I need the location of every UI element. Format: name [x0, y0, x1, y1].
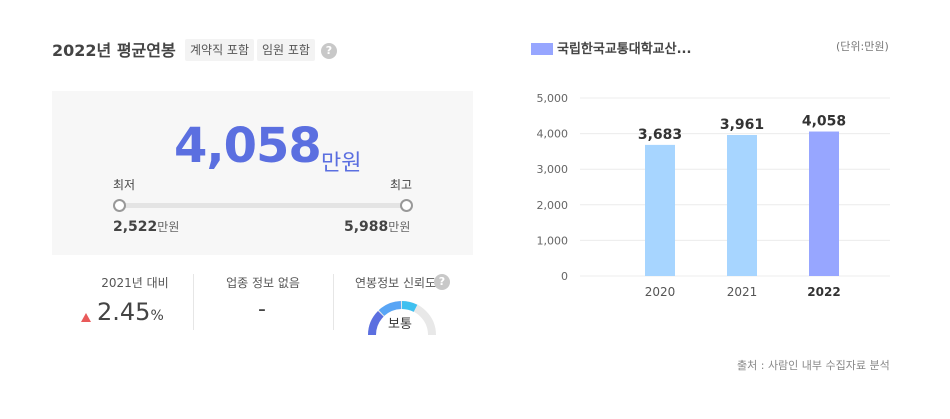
- chart-unit: (단위:만원): [836, 40, 889, 53]
- max-salary: 5,988만원: [344, 216, 410, 235]
- salary-range-track: [118, 203, 406, 208]
- reliability-label: 연봉정보 신뢰도: [355, 276, 437, 290]
- increase-icon: [81, 313, 91, 322]
- x-tick-label: 2022: [807, 285, 840, 299]
- reliability-value: 보통: [388, 317, 412, 332]
- industry-label: 업종 정보 없음: [226, 276, 300, 290]
- data-source: 출처 : 사람인 내부 수집자료 분석: [737, 359, 890, 372]
- average-salary-unit: 만원: [321, 151, 362, 176]
- chip-executive: 임원 포함: [257, 39, 315, 61]
- bar-value-label: 4,058: [802, 114, 846, 130]
- legend-company-name: 국립한국교통대학교산...: [557, 42, 692, 57]
- y-tick-label: 1,000: [537, 234, 569, 247]
- average-salary-card: [52, 91, 473, 255]
- bar: [727, 134, 757, 276]
- help-icon[interactable]: ?: [321, 43, 337, 59]
- max-knob: [400, 199, 413, 212]
- max-label: 최고: [390, 178, 413, 192]
- industry-value: -: [258, 297, 266, 322]
- chip-contract: 계약직 포함: [185, 39, 255, 61]
- x-tick-label: 2020: [645, 285, 676, 299]
- reliability-gauge: [368, 301, 436, 336]
- max-salary-unit: 만원: [388, 220, 411, 234]
- gauge-segment-low: [368, 310, 384, 336]
- y-tick-label: 4,000: [537, 128, 569, 141]
- min-knob: [113, 199, 126, 212]
- yoy-value: 2.45: [97, 298, 151, 326]
- yoy-label: 2021년 대비: [101, 276, 169, 290]
- y-tick-label: 3,000: [537, 163, 569, 176]
- bar-value-label: 3,683: [638, 127, 682, 143]
- y-tick-label: 5,000: [537, 92, 569, 105]
- y-tick-label: 2,000: [537, 199, 569, 212]
- min-salary-value: 2,522: [113, 219, 158, 235]
- max-salary-value: 5,988: [344, 219, 389, 235]
- bar: [809, 131, 839, 276]
- legend-swatch: [531, 43, 553, 55]
- average-salary-value: 4,058: [174, 118, 322, 174]
- yoy-unit: %: [150, 308, 164, 324]
- min-salary-unit: 만원: [157, 220, 180, 234]
- stat-divider: [193, 274, 194, 330]
- bar: [645, 144, 675, 276]
- bar-value-label: 3,961: [720, 117, 764, 133]
- yoy-change: 2.45%: [97, 298, 164, 326]
- min-salary: 2,522만원: [113, 216, 179, 235]
- min-label: 최저: [113, 178, 136, 192]
- stat-divider: [333, 274, 334, 330]
- gauge-segment-high: [401, 301, 418, 312]
- x-tick-label: 2021: [727, 285, 758, 299]
- salary-bar-chart: 0 1,000 2,000 3,000 4,000 5,000 3,683 2020 3,961…: [537, 92, 890, 299]
- page-title: 2022년 평균연봉: [52, 41, 176, 60]
- y-tick-label: 0: [561, 270, 568, 283]
- gauge-segment-mid: [378, 301, 402, 317]
- reliability-help-icon[interactable]: ?: [434, 274, 450, 290]
